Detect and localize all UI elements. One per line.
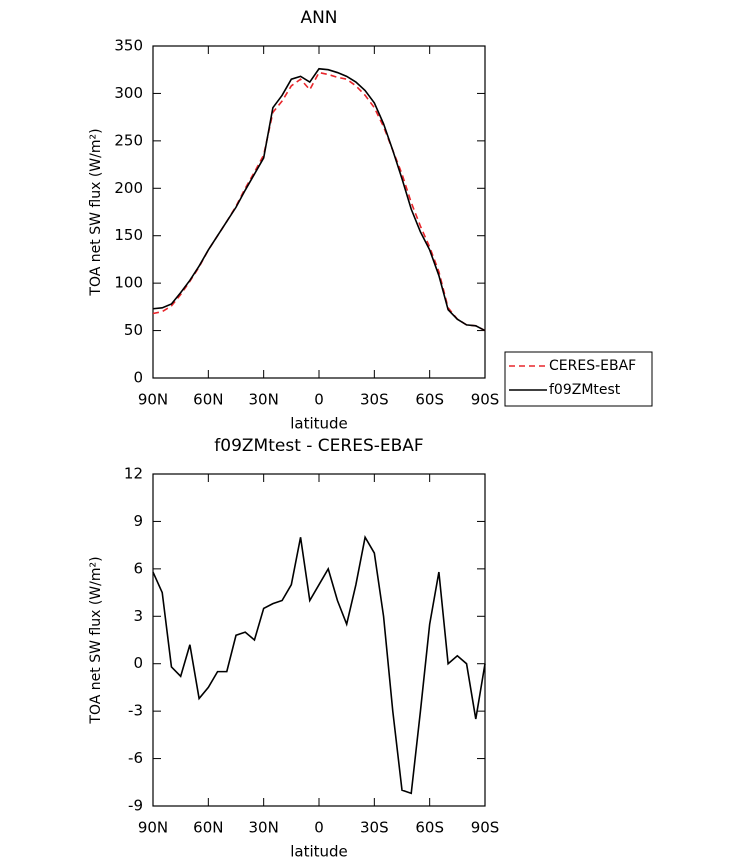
x-tick-label: 60N — [193, 819, 223, 837]
x-tick-label: 90S — [471, 391, 500, 409]
x-tick-label: 60S — [415, 819, 444, 837]
x-tick-label: 30N — [249, 819, 279, 837]
chart-title: f09ZMtest - CERES-EBAF — [214, 436, 423, 456]
x-tick-label: 90N — [138, 819, 168, 837]
legend-label: CERES-EBAF — [549, 358, 636, 374]
x-tick-label: 30S — [360, 819, 389, 837]
chart-title: ANN — [300, 8, 337, 28]
y-tick-label: 3 — [133, 607, 143, 625]
y-tick-label: 150 — [114, 226, 143, 244]
data-line — [152, 67, 486, 332]
x-tick-label: 60S — [415, 391, 444, 409]
y-tick-label: 200 — [114, 179, 143, 197]
x-axis-label: latitude — [290, 415, 348, 433]
x-tick-label: 0 — [314, 391, 324, 409]
plot-frame — [152, 45, 486, 379]
y-tick-label: 50 — [124, 321, 143, 339]
x-tick-label: 90N — [138, 391, 168, 409]
plot-frame — [152, 473, 486, 807]
legend-box — [504, 351, 653, 407]
x-tick-label: 60N — [193, 391, 223, 409]
legend-label: f09ZMtest — [549, 382, 621, 398]
y-tick-label: -9 — [128, 797, 143, 815]
x-tick-label: 90S — [471, 819, 500, 837]
y-tick-label: 100 — [114, 274, 143, 292]
y-tick-label: 6 — [133, 559, 143, 577]
data-line — [152, 71, 486, 332]
y-tick-label: 250 — [114, 131, 143, 149]
y-axis-label: TOA net SW flux (W/m²) — [88, 556, 104, 724]
y-tick-label: -6 — [128, 749, 143, 767]
x-tick-label: 0 — [314, 819, 324, 837]
y-tick-label: 0 — [133, 654, 143, 672]
x-tick-label: 30N — [249, 391, 279, 409]
y-tick-label: -3 — [128, 702, 143, 720]
y-tick-label: 0 — [133, 369, 143, 387]
y-tick-label: 300 — [114, 84, 143, 102]
x-tick-label: 30S — [360, 391, 389, 409]
y-tick-label: 350 — [114, 37, 143, 55]
y-axis-label: TOA net SW flux (W/m²) — [88, 128, 104, 296]
data-line — [152, 535, 486, 795]
y-tick-label: 12 — [124, 465, 143, 483]
x-axis-label: latitude — [290, 843, 348, 861]
y-tick-label: 9 — [133, 512, 143, 530]
